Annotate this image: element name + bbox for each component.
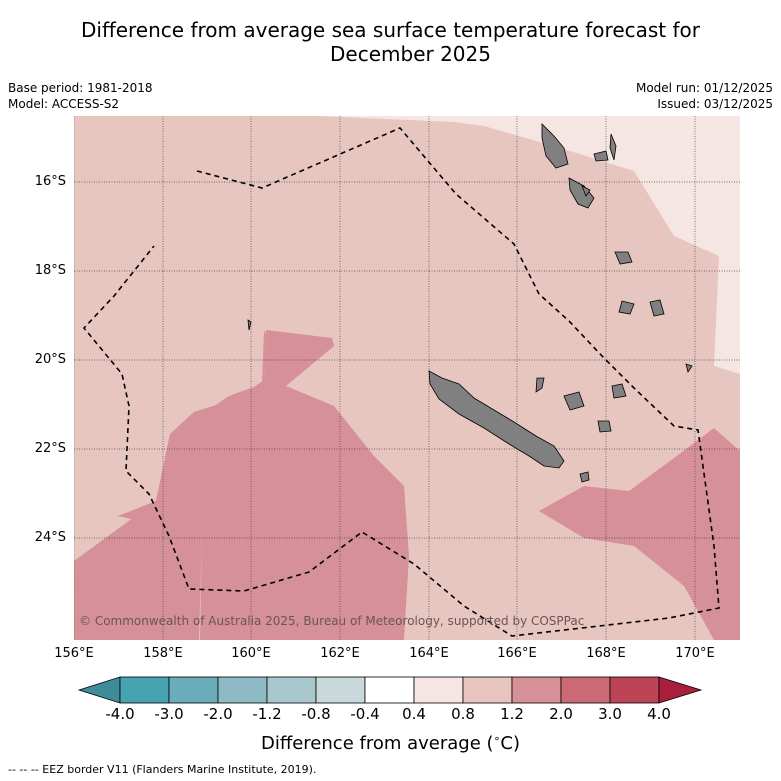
eez-border: [82, 127, 720, 637]
lat-label-20s: 20°S: [34, 352, 66, 367]
small-island-3: [247, 319, 252, 331]
colorbar-segment: [364, 676, 415, 704]
pentecost: [609, 133, 617, 161]
colorbar-tick-label: 0.8: [451, 705, 475, 723]
colorbar-segment: [168, 676, 219, 704]
model-run: Model run: 01/12/2025: [635, 81, 773, 95]
colorbar-label: Difference from average (: [260, 733, 494, 754]
colorbar: [77, 676, 706, 708]
issued-date: Issued: 03/12/2025: [657, 97, 773, 111]
epi-island: [618, 300, 635, 315]
new-caledonia: [428, 370, 565, 469]
colorbar-segment: [560, 676, 611, 704]
mare-island: [597, 420, 612, 433]
colorbar-tick-label: 2.0: [549, 705, 573, 723]
isle-of-pines: [579, 471, 590, 483]
lon-label-168e: 168°E: [586, 646, 626, 661]
tanna: [649, 299, 665, 317]
colorbar-tick-label: 3.0: [598, 705, 622, 723]
lon-label-166e: 166°E: [497, 646, 537, 661]
map-panel: [74, 116, 740, 640]
colorbar-tick-label: 1.2: [500, 705, 524, 723]
ouvea-island: [535, 377, 545, 393]
lat-label-16s: 16°S: [34, 174, 66, 189]
colorbar-tick-label: 0.4: [402, 705, 426, 723]
erromango: [614, 251, 633, 265]
ambrym: [593, 150, 609, 162]
title-line-2: December 2025: [330, 42, 491, 66]
colorbar-extend-low: [77, 676, 121, 704]
colorbar-tick-label: -3.0: [154, 705, 184, 723]
medium-anomaly-region-east: [539, 428, 740, 640]
colorbar-extend-high: [658, 676, 703, 704]
colorbar-tick-label: -0.4: [350, 705, 380, 723]
lon-label-156e: 156°E: [54, 646, 94, 661]
degree-symbol: ∘: [493, 732, 501, 745]
colorbar-tick-label: -1.2: [252, 705, 282, 723]
lifou-island: [563, 391, 585, 411]
pale-anomaly-region: [319, 116, 740, 374]
base-period: Base period: 1981-2018: [8, 81, 153, 95]
efate: [611, 383, 627, 399]
colorbar-segment: [217, 676, 268, 704]
small-island-2: [581, 185, 591, 197]
colorbar-segment: [315, 676, 366, 704]
malekula: [568, 177, 595, 209]
colorbar-segment: [462, 676, 513, 704]
colorbar-segment: [266, 676, 317, 704]
map-title: Difference from average sea surface temp…: [0, 18, 781, 66]
lat-label-24s: 24°S: [34, 530, 66, 545]
medium-anomaly-region-central: [118, 332, 409, 640]
colorbar-tick-label: -0.8: [301, 705, 331, 723]
colorbar-tick-label: -2.0: [203, 705, 233, 723]
small-island-1: [685, 363, 693, 373]
land-masses: [247, 123, 693, 483]
eez-footer-note: -- -- -- EEZ border V11 (Flanders Marine…: [8, 763, 317, 776]
title-line-1: Difference from average sea surface temp…: [80, 18, 700, 42]
colorbar-segment: [609, 676, 660, 704]
lon-label-158e: 158°E: [143, 646, 183, 661]
colorbar-unit: C): [500, 733, 521, 754]
lon-label-170e: 170°E: [675, 646, 715, 661]
grid-lines: [74, 116, 740, 640]
lat-label-18s: 18°S: [34, 263, 66, 278]
medium-anomaly-region-west: [74, 330, 334, 640]
meta-right: Model run: 01/12/2025 Issued: 03/12/2025: [636, 80, 773, 112]
lon-label-164e: 164°E: [409, 646, 449, 661]
colorbar-segment: [413, 676, 464, 704]
model-name: Model: ACCESS-S2: [8, 97, 120, 111]
espiritu-santo: [541, 123, 569, 169]
lon-label-160e: 160°E: [231, 646, 271, 661]
meta-left: Base period: 1981-2018 Model: ACCESS-S2: [8, 80, 153, 112]
lat-label-22s: 22°S: [34, 441, 66, 456]
map-svg: [74, 116, 740, 640]
colorbar-tick-label: 4.0: [647, 705, 671, 723]
colorbar-tick-label: -4.0: [105, 705, 135, 723]
colorbar-segment: [511, 676, 562, 704]
copyright-notice: © Commonwealth of Australia 2025, Bureau…: [79, 614, 585, 628]
lon-label-162e: 162°E: [320, 646, 360, 661]
colorbar-svg: [77, 676, 703, 704]
colorbar-title: Difference from average (∘C): [0, 732, 781, 754]
colorbar-segment: [119, 676, 170, 704]
